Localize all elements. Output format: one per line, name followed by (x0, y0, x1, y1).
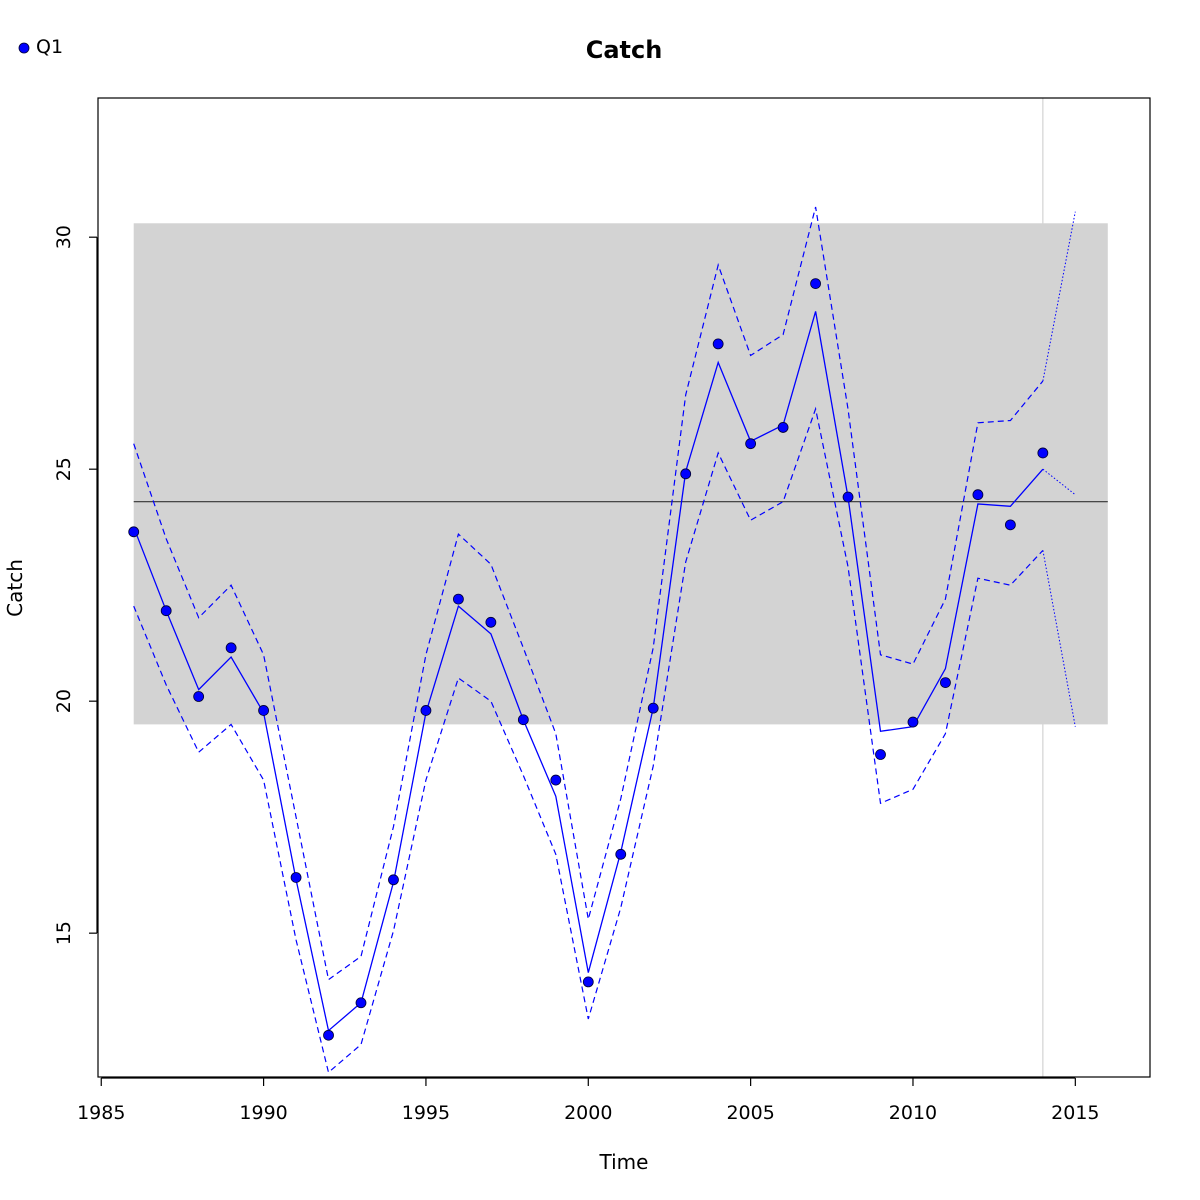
data-point (1037, 447, 1049, 459)
x-tick-label: 2000 (564, 1102, 612, 1124)
data-point (680, 468, 692, 480)
x-tick-label: 2005 (726, 1102, 774, 1124)
series-layer (133, 206, 1076, 1074)
background-layer (133, 98, 1108, 1077)
data-point (615, 848, 627, 860)
chart-title: Catch (586, 36, 663, 64)
forecast-upper-line (1042, 211, 1076, 382)
data-point (972, 489, 984, 501)
data-point (323, 1029, 334, 1041)
data-point (712, 338, 724, 350)
reference-band (133, 223, 1108, 725)
data-point (225, 642, 237, 654)
data-point (810, 278, 821, 289)
data-point (875, 749, 886, 760)
points-layer (128, 278, 1049, 1041)
data-point (355, 997, 367, 1009)
plot-frame (97, 97, 1151, 1078)
x-axis-title: Time (599, 1150, 649, 1174)
data-point (940, 677, 951, 689)
y-tick-label: 20 (53, 689, 75, 713)
legend-label-q1: Q1 (36, 36, 63, 58)
upper-bound-line (133, 206, 1044, 981)
data-point (517, 714, 529, 726)
y-tick-label: 30 (53, 225, 75, 249)
data-point (420, 705, 432, 716)
x-tick-label: 1985 (77, 1102, 125, 1124)
data-point (842, 491, 854, 503)
data-point (128, 526, 140, 538)
x-tick-label: 2010 (889, 1102, 937, 1124)
x-tick-label: 1990 (239, 1102, 287, 1124)
data-point (453, 593, 464, 605)
y-tick-label: 15 (53, 921, 75, 945)
legend-marker-q1 (18, 42, 30, 54)
data-point (1004, 519, 1016, 531)
fitted-line (133, 311, 1044, 1032)
data-point (388, 874, 399, 886)
y-axis-title: Catch (3, 559, 27, 617)
data-point (160, 605, 172, 617)
data-point (485, 616, 497, 628)
data-point (550, 774, 562, 786)
x-tick-label: 1995 (402, 1102, 450, 1124)
axes-layer: 1985 1990 1995 2000 2005 2010 2015 15 20 25 30 (53, 225, 1100, 1124)
data-point (290, 872, 302, 883)
data-point (582, 976, 594, 988)
lower-bound-line (133, 406, 1044, 1074)
data-point (647, 702, 659, 714)
data-point (907, 716, 919, 728)
data-point (777, 422, 789, 433)
data-point (745, 438, 757, 450)
data-point (193, 691, 205, 702)
data-point (258, 705, 269, 716)
legend: Q1 (18, 36, 63, 58)
x-tick-label: 2015 (1051, 1102, 1099, 1124)
y-tick-label: 25 (53, 457, 75, 481)
